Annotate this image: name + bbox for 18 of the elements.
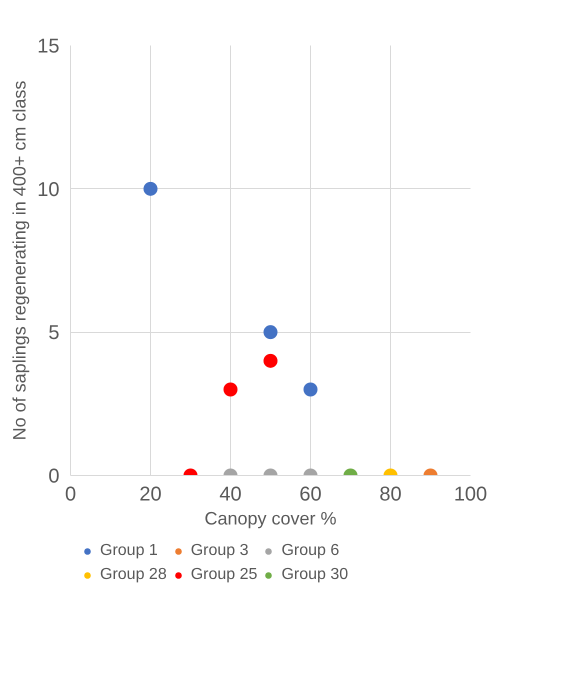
legend-label: Group 3 — [190, 542, 249, 560]
y-tick-label: 5 — [48, 322, 60, 344]
legend-label: Group 28 — [100, 566, 167, 584]
x-tick-label: 20 — [139, 484, 162, 506]
legend-label: Group 25 — [190, 566, 258, 584]
x-tick-label: 100 — [454, 484, 488, 506]
x-tick-label: 80 — [379, 484, 402, 506]
legend-label: Group 6 — [281, 542, 340, 560]
y-tick-label: 15 — [37, 36, 60, 58]
x-axis-title: Canopy cover % — [204, 508, 337, 528]
y-axis-title: No of saplings regenerating in 400+ cm class — [9, 80, 30, 440]
x-tick-label: 60 — [299, 484, 322, 506]
legend-label: Group 30 — [281, 566, 348, 584]
x-tick-label: 0 — [64, 484, 76, 506]
x-tick-label: 40 — [219, 484, 242, 506]
y-tick-label: 0 — [48, 466, 60, 488]
legend-label: Group 1 — [100, 542, 158, 560]
y-tick-label: 10 — [37, 178, 60, 201]
